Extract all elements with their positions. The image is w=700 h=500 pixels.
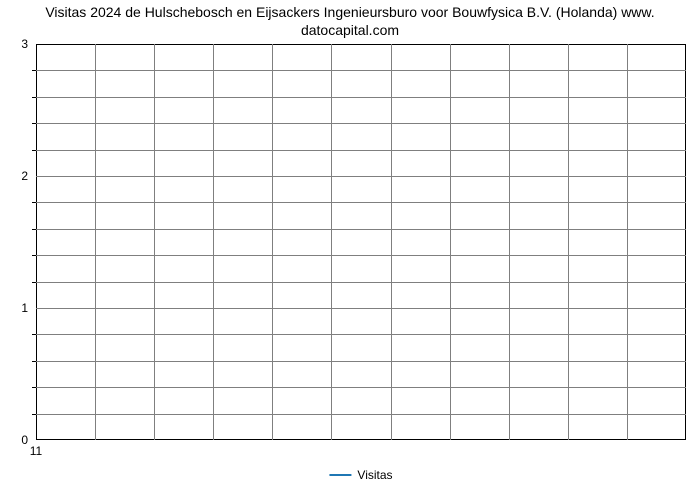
gridline-horizontal-minor	[36, 123, 686, 124]
y-minor-tick	[32, 202, 36, 203]
gridline-horizontal-minor	[36, 150, 686, 151]
chart-title: Visitas 2024 de Hulschebosch en Eijsacke…	[0, 4, 700, 39]
gridline-vertical	[95, 44, 96, 440]
gridline-vertical	[154, 44, 155, 440]
plot-area	[36, 44, 686, 440]
y-tick-label: 0	[0, 433, 28, 447]
gridline-horizontal-minor	[36, 97, 686, 98]
chart-title-line-1: Visitas 2024 de Hulschebosch en Eijsacke…	[0, 4, 700, 22]
gridline-horizontal	[36, 176, 686, 177]
x-tick-label: 11	[30, 444, 42, 458]
gridline-horizontal-minor	[36, 229, 686, 230]
gridline-horizontal	[36, 308, 686, 309]
y-minor-tick	[32, 255, 36, 256]
gridline-vertical	[627, 44, 628, 440]
gridline-horizontal-minor	[36, 334, 686, 335]
gridline-horizontal-minor	[36, 255, 686, 256]
gridline-horizontal-minor	[36, 361, 686, 362]
gridline-vertical	[450, 44, 451, 440]
gridline-horizontal-minor	[36, 282, 686, 283]
legend-label: Visitas	[357, 468, 392, 482]
legend: Visitas	[329, 468, 392, 482]
y-minor-tick	[32, 414, 36, 415]
gridline-vertical	[509, 44, 510, 440]
legend-swatch	[329, 474, 351, 476]
y-minor-tick	[32, 334, 36, 335]
y-minor-tick	[32, 150, 36, 151]
chart-title-line-2: datocapital.com	[0, 22, 700, 40]
y-tick-label: 2	[0, 169, 28, 183]
y-minor-tick	[32, 70, 36, 71]
y-tick-label: 3	[0, 37, 28, 51]
gridline-vertical	[391, 44, 392, 440]
gridline-vertical	[568, 44, 569, 440]
gridline-horizontal-minor	[36, 414, 686, 415]
y-minor-tick	[32, 229, 36, 230]
gridline-horizontal-minor	[36, 202, 686, 203]
y-minor-tick	[32, 123, 36, 124]
y-minor-tick	[32, 282, 36, 283]
gridline-horizontal-minor	[36, 387, 686, 388]
y-tick-label: 1	[0, 301, 28, 315]
gridline-horizontal-minor	[36, 70, 686, 71]
gridline-vertical	[272, 44, 273, 440]
gridline-vertical	[213, 44, 214, 440]
y-minor-tick	[32, 97, 36, 98]
y-minor-tick	[32, 387, 36, 388]
gridline-vertical	[331, 44, 332, 440]
y-minor-tick	[32, 361, 36, 362]
